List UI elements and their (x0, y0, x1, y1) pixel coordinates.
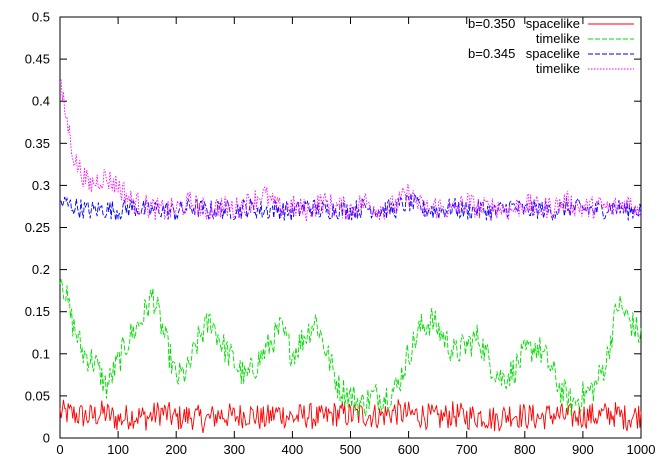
axis-ticks (59, 16, 642, 439)
x-tick-label: 500 (340, 442, 362, 457)
x-tick-label: 400 (282, 442, 304, 457)
x-tick-label: 1000 (627, 442, 656, 457)
x-tick-label: 300 (223, 442, 245, 457)
plot-frame (59, 16, 642, 439)
y-tick-label: 0.3 (32, 178, 50, 193)
y-tick-label: 0 (43, 431, 50, 446)
y-tick-label: 0.15 (25, 304, 50, 319)
y-tick-label: 0.4 (32, 94, 50, 109)
series-line-b0345-spacelike (59, 193, 642, 221)
y-tick-label: 0.05 (25, 388, 50, 403)
series-line-b0350-timelike (59, 278, 642, 417)
x-tick-label: 0 (56, 442, 63, 457)
legend-group-label: b=0.350 (468, 16, 515, 31)
legend-series-label: spacelike (526, 16, 580, 31)
series-line-b0345-timelike (59, 79, 642, 222)
series-layer (59, 79, 642, 434)
y-tick-label: 0.25 (25, 220, 50, 235)
y-tick-label: 0.45 (25, 52, 50, 67)
axis-tick-labels: 0 100 200 300 400 500 600 700 800 900 1000 0 0.05 0.1… (25, 10, 656, 458)
x-tick-label: 200 (165, 442, 187, 457)
y-tick-label: 0.1 (32, 346, 50, 361)
legend-series-label: timelike (536, 31, 580, 46)
x-tick-label: 600 (398, 442, 420, 457)
y-tick-label: 0.5 (32, 10, 50, 25)
legend-series-label: spacelike (526, 46, 580, 61)
y-tick-label: 0.2 (32, 262, 50, 277)
legend-group-label: b=0.345 (468, 46, 515, 61)
x-tick-label: 100 (107, 442, 129, 457)
legend-series-label: timelike (536, 61, 580, 76)
y-tick-label: 0.35 (25, 136, 50, 151)
x-tick-label: 900 (572, 442, 594, 457)
x-tick-label: 800 (514, 442, 536, 457)
series-line-b0350-spacelike (59, 399, 642, 434)
x-tick-label: 700 (456, 442, 478, 457)
